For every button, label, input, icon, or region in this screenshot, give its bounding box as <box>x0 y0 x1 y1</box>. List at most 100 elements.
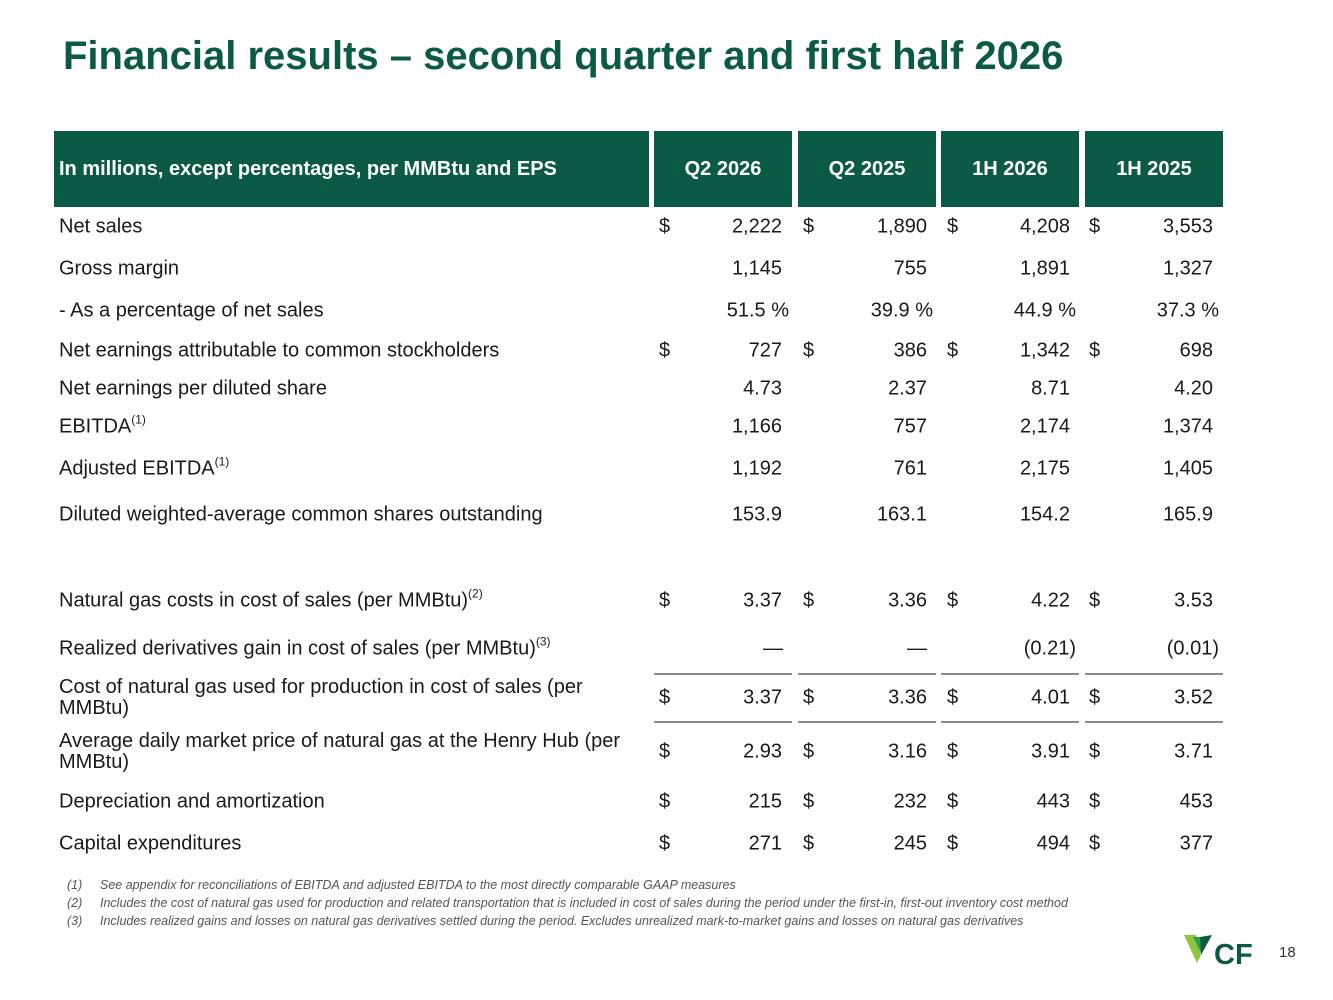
row-label: Net earnings per diluted share <box>59 377 327 400</box>
currency-sign: $ <box>659 215 671 238</box>
cell-value: 2,222 <box>731 215 782 238</box>
table-rule <box>798 673 936 675</box>
cell-value: 4.73 <box>743 377 782 400</box>
row-label: Cost of natural gas used for production … <box>59 676 583 719</box>
currency-sign: $ <box>659 686 671 709</box>
currency-sign: $ <box>1089 339 1101 362</box>
row-label: Diluted weighted-average common shares o… <box>59 503 543 526</box>
cell-value: 163.1 <box>876 503 927 526</box>
currency-sign: $ <box>947 686 959 709</box>
currency-sign: $ <box>803 832 815 855</box>
currency-sign: $ <box>947 339 959 362</box>
currency-sign: $ <box>803 740 815 763</box>
currency-sign: $ <box>947 790 959 813</box>
row-label: Realized derivatives gain in cost of sal… <box>59 634 551 660</box>
row-label: Gross margin <box>59 257 180 280</box>
table-rule <box>1085 673 1223 675</box>
cell-value: 1,374 <box>1162 415 1213 438</box>
currency-sign: $ <box>659 832 671 855</box>
footnote-ref: (2) <box>468 586 483 601</box>
logo-leaf-dark <box>1200 935 1212 955</box>
cell-value: 3,553 <box>1162 215 1213 238</box>
cell-value: 727 <box>748 339 782 362</box>
table-rule <box>654 721 792 723</box>
cell-value: 154.2 <box>1019 503 1070 526</box>
cell-value: 3.37 <box>743 589 782 612</box>
cell-value: 3.36 <box>888 686 927 709</box>
cell-value: 453 <box>1179 790 1213 813</box>
cell-value: 2,174 <box>1019 415 1070 438</box>
cell-value: 755 <box>893 257 927 280</box>
row-label: Capital expenditures <box>59 832 242 855</box>
currency-sign: $ <box>803 686 815 709</box>
currency-sign: $ <box>803 215 815 238</box>
cell-value: 44.9 % <box>1013 299 1076 322</box>
cell-value: 271 <box>748 832 782 855</box>
currency-sign: $ <box>1089 686 1101 709</box>
currency-sign: $ <box>1089 790 1101 813</box>
currency-sign: $ <box>947 215 959 238</box>
cell-value: 1,145 <box>731 257 782 280</box>
cell-value: 3.71 <box>1174 740 1213 763</box>
cell-value: (0.01) <box>1166 637 1219 660</box>
footnote: (2) Includes the cost of natural gas used… <box>67 896 1068 910</box>
table-rule <box>798 721 936 723</box>
header-col-1h-2026: 1H 2026 <box>941 131 1079 207</box>
cell-value: 4.20 <box>1174 377 1213 400</box>
table-rule <box>941 673 1079 675</box>
cell-value: 386 <box>893 339 927 362</box>
cell-value: 4.22 <box>1031 589 1070 612</box>
table-rule <box>941 721 1079 723</box>
currency-sign: $ <box>1089 832 1101 855</box>
footnote-ref: (1) <box>214 454 230 469</box>
currency-sign: $ <box>947 589 959 612</box>
cell-value: 1,327 <box>1162 257 1213 280</box>
cell-value: 165.9 <box>1162 503 1213 526</box>
table-rule <box>654 673 792 675</box>
footnotes: (1) See appendix for reconciliations of E… <box>67 876 1068 930</box>
cell-value: 3.37 <box>743 686 782 709</box>
cell-value: 4.01 <box>1031 686 1070 709</box>
page-number: 18 <box>1279 944 1296 961</box>
currency-sign: $ <box>1089 589 1101 612</box>
cell-value: 4,208 <box>1019 215 1070 238</box>
cell-value: 215 <box>748 790 782 813</box>
cell-value: 1,890 <box>876 215 927 238</box>
cell-value: (0.21) <box>1023 637 1076 660</box>
currency-sign: $ <box>1089 215 1101 238</box>
row-label: EBITDA(1) <box>59 412 146 438</box>
cell-value: 245 <box>893 832 927 855</box>
cell-value: 51.5 % <box>726 299 789 322</box>
cell-value: 232 <box>893 790 927 813</box>
row-label: - As a percentage of net sales <box>59 299 324 322</box>
cell-value: 1,192 <box>731 457 782 480</box>
cell-value: 2,175 <box>1019 457 1070 480</box>
header-col-q2-2025: Q2 2025 <box>798 131 936 207</box>
cell-value: — <box>763 637 783 660</box>
currency-sign: $ <box>803 589 815 612</box>
footnote: (1) See appendix for reconciliations of E… <box>67 878 736 892</box>
currency-sign: $ <box>803 339 815 362</box>
row-label: Adjusted EBITDA(1) <box>59 454 230 480</box>
footnote-ref: (3) <box>535 634 551 649</box>
row-label: Net earnings attributable to common stoc… <box>59 339 500 362</box>
currency-sign: $ <box>803 790 815 813</box>
currency-sign: $ <box>659 339 671 362</box>
currency-sign: $ <box>1089 740 1101 763</box>
currency-sign: $ <box>659 790 671 813</box>
header-label: In millions, except percentages, per MMB… <box>54 131 649 207</box>
cell-value: 443 <box>1036 790 1070 813</box>
currency-sign: $ <box>947 832 959 855</box>
page-title: Financial results – second quarter and f… <box>63 34 1064 78</box>
currency-sign: $ <box>659 740 671 763</box>
cell-value: 3.52 <box>1174 686 1213 709</box>
cell-value: 8.71 <box>1031 377 1070 400</box>
currency-sign: $ <box>659 589 671 612</box>
currency-sign: $ <box>947 740 959 763</box>
row-label: Depreciation and amortization <box>59 790 325 813</box>
row-label: Net sales <box>59 215 143 238</box>
cell-value: 3.36 <box>888 589 927 612</box>
header-col-1h-2025: 1H 2025 <box>1085 131 1223 207</box>
row-label: Average daily market price of natural ga… <box>59 730 621 773</box>
footnote-ref: (1) <box>131 412 146 427</box>
